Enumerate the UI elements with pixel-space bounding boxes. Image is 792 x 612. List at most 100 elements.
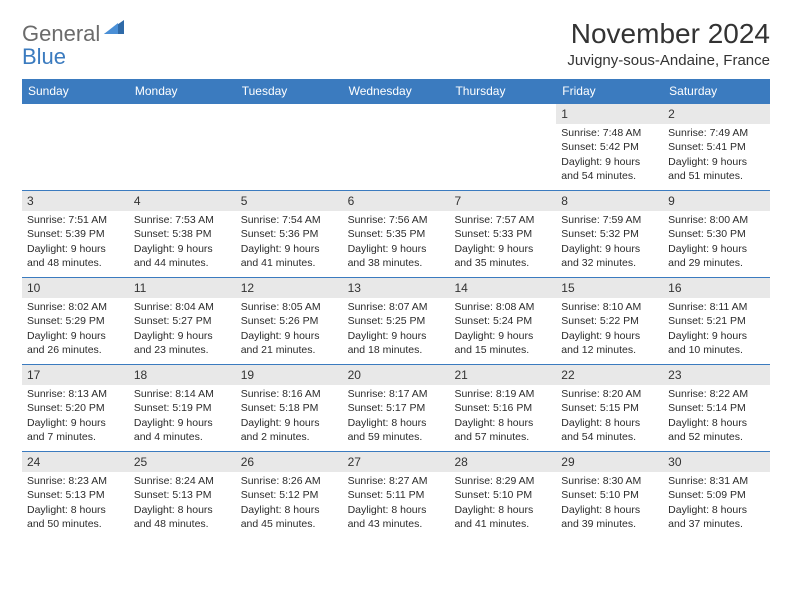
sunrise: Sunrise: 8:20 AM: [561, 387, 658, 401]
day-info: Sunrise: 8:07 AMSunset: 5:25 PMDaylight:…: [343, 298, 450, 361]
sunset: Sunset: 5:15 PM: [561, 401, 658, 415]
sunset: Sunset: 5:29 PM: [27, 314, 124, 328]
sunrise: Sunrise: 8:26 AM: [241, 474, 338, 488]
day-number: 24: [22, 452, 129, 472]
day-info: Sunrise: 7:51 AMSunset: 5:39 PMDaylight:…: [22, 211, 129, 274]
day-cell: 16Sunrise: 8:11 AMSunset: 5:21 PMDayligh…: [663, 278, 770, 364]
day-cell: 28Sunrise: 8:29 AMSunset: 5:10 PMDayligh…: [449, 452, 556, 538]
day-info: Sunrise: 8:22 AMSunset: 5:14 PMDaylight:…: [663, 385, 770, 448]
empty-cell: [343, 104, 450, 190]
location: Juvigny-sous-Andaine, France: [567, 52, 770, 69]
daylight: Daylight: 9 hours and 2 minutes.: [241, 416, 338, 444]
month-title: November 2024: [567, 18, 770, 50]
day-cell: 29Sunrise: 8:30 AMSunset: 5:10 PMDayligh…: [556, 452, 663, 538]
daylight: Daylight: 9 hours and 44 minutes.: [134, 242, 231, 270]
day-cell: 25Sunrise: 8:24 AMSunset: 5:13 PMDayligh…: [129, 452, 236, 538]
day-number: 27: [343, 452, 450, 472]
sunset: Sunset: 5:13 PM: [134, 488, 231, 502]
day-cell: 18Sunrise: 8:14 AMSunset: 5:19 PMDayligh…: [129, 365, 236, 451]
day-number: 2: [663, 104, 770, 124]
day-cell: 1Sunrise: 7:48 AMSunset: 5:42 PMDaylight…: [556, 104, 663, 190]
day-info: Sunrise: 8:26 AMSunset: 5:12 PMDaylight:…: [236, 472, 343, 535]
day-cell: 15Sunrise: 8:10 AMSunset: 5:22 PMDayligh…: [556, 278, 663, 364]
daylight: Daylight: 8 hours and 52 minutes.: [668, 416, 765, 444]
day-number: 15: [556, 278, 663, 298]
daylight: Daylight: 9 hours and 4 minutes.: [134, 416, 231, 444]
daylight: Daylight: 9 hours and 41 minutes.: [241, 242, 338, 270]
sunrise: Sunrise: 7:57 AM: [454, 213, 551, 227]
day-header-thu: Thursday: [449, 79, 556, 103]
day-cell: 7Sunrise: 7:57 AMSunset: 5:33 PMDaylight…: [449, 191, 556, 277]
day-number: 21: [449, 365, 556, 385]
sunset: Sunset: 5:12 PM: [241, 488, 338, 502]
sunrise: Sunrise: 8:13 AM: [27, 387, 124, 401]
daylight: Daylight: 9 hours and 18 minutes.: [348, 329, 445, 357]
sunset: Sunset: 5:20 PM: [27, 401, 124, 415]
sunrise: Sunrise: 8:05 AM: [241, 300, 338, 314]
logo-triangle-icon: [104, 18, 126, 41]
sunrise: Sunrise: 8:17 AM: [348, 387, 445, 401]
day-info: Sunrise: 8:16 AMSunset: 5:18 PMDaylight:…: [236, 385, 343, 448]
daylight: Daylight: 9 hours and 54 minutes.: [561, 155, 658, 183]
daylight: Daylight: 8 hours and 45 minutes.: [241, 503, 338, 531]
daylight: Daylight: 8 hours and 37 minutes.: [668, 503, 765, 531]
sunset: Sunset: 5:26 PM: [241, 314, 338, 328]
day-header-tue: Tuesday: [236, 79, 343, 103]
day-cell: 17Sunrise: 8:13 AMSunset: 5:20 PMDayligh…: [22, 365, 129, 451]
daylight: Daylight: 8 hours and 43 minutes.: [348, 503, 445, 531]
day-info: Sunrise: 8:19 AMSunset: 5:16 PMDaylight:…: [449, 385, 556, 448]
day-number: 6: [343, 191, 450, 211]
day-info: Sunrise: 8:14 AMSunset: 5:19 PMDaylight:…: [129, 385, 236, 448]
day-info: Sunrise: 8:17 AMSunset: 5:17 PMDaylight:…: [343, 385, 450, 448]
sunrise: Sunrise: 8:16 AM: [241, 387, 338, 401]
day-info: Sunrise: 8:13 AMSunset: 5:20 PMDaylight:…: [22, 385, 129, 448]
day-info: Sunrise: 8:11 AMSunset: 5:21 PMDaylight:…: [663, 298, 770, 361]
sunrise: Sunrise: 8:02 AM: [27, 300, 124, 314]
day-header-fri: Friday: [556, 79, 663, 103]
week-row: 3Sunrise: 7:51 AMSunset: 5:39 PMDaylight…: [22, 190, 770, 277]
sunset: Sunset: 5:11 PM: [348, 488, 445, 502]
sunrise: Sunrise: 8:08 AM: [454, 300, 551, 314]
daylight: Daylight: 9 hours and 26 minutes.: [27, 329, 124, 357]
daylight: Daylight: 8 hours and 54 minutes.: [561, 416, 658, 444]
day-number: 8: [556, 191, 663, 211]
sunrise: Sunrise: 8:00 AM: [668, 213, 765, 227]
day-number: 3: [22, 191, 129, 211]
sunrise: Sunrise: 7:49 AM: [668, 126, 765, 140]
day-info: Sunrise: 8:02 AMSunset: 5:29 PMDaylight:…: [22, 298, 129, 361]
day-number: 9: [663, 191, 770, 211]
sunrise: Sunrise: 8:19 AM: [454, 387, 551, 401]
daylight: Daylight: 9 hours and 23 minutes.: [134, 329, 231, 357]
daylight: Daylight: 9 hours and 12 minutes.: [561, 329, 658, 357]
empty-cell: [449, 104, 556, 190]
daylight: Daylight: 8 hours and 59 minutes.: [348, 416, 445, 444]
daylight: Daylight: 9 hours and 51 minutes.: [668, 155, 765, 183]
day-number: 29: [556, 452, 663, 472]
daylight: Daylight: 8 hours and 41 minutes.: [454, 503, 551, 531]
calendar-page: General November 2024 Juvigny-sous-Andai…: [0, 0, 792, 556]
week-row: 24Sunrise: 8:23 AMSunset: 5:13 PMDayligh…: [22, 451, 770, 538]
day-number: 20: [343, 365, 450, 385]
sunrise: Sunrise: 8:31 AM: [668, 474, 765, 488]
day-header-sat: Saturday: [663, 79, 770, 103]
sunset: Sunset: 5:13 PM: [27, 488, 124, 502]
day-cell: 4Sunrise: 7:53 AMSunset: 5:38 PMDaylight…: [129, 191, 236, 277]
sunrise: Sunrise: 8:24 AM: [134, 474, 231, 488]
sunrise: Sunrise: 7:59 AM: [561, 213, 658, 227]
sunrise: Sunrise: 8:11 AM: [668, 300, 765, 314]
day-number: 23: [663, 365, 770, 385]
sunset: Sunset: 5:39 PM: [27, 227, 124, 241]
sunset: Sunset: 5:32 PM: [561, 227, 658, 241]
day-info: Sunrise: 8:23 AMSunset: 5:13 PMDaylight:…: [22, 472, 129, 535]
sunrise: Sunrise: 8:14 AM: [134, 387, 231, 401]
day-cell: 13Sunrise: 8:07 AMSunset: 5:25 PMDayligh…: [343, 278, 450, 364]
day-number: 13: [343, 278, 450, 298]
daylight: Daylight: 9 hours and 10 minutes.: [668, 329, 765, 357]
day-info: Sunrise: 8:04 AMSunset: 5:27 PMDaylight:…: [129, 298, 236, 361]
sunset: Sunset: 5:35 PM: [348, 227, 445, 241]
day-cell: 19Sunrise: 8:16 AMSunset: 5:18 PMDayligh…: [236, 365, 343, 451]
day-cell: 12Sunrise: 8:05 AMSunset: 5:26 PMDayligh…: [236, 278, 343, 364]
sunset: Sunset: 5:30 PM: [668, 227, 765, 241]
day-info: Sunrise: 8:29 AMSunset: 5:10 PMDaylight:…: [449, 472, 556, 535]
day-number: 17: [22, 365, 129, 385]
